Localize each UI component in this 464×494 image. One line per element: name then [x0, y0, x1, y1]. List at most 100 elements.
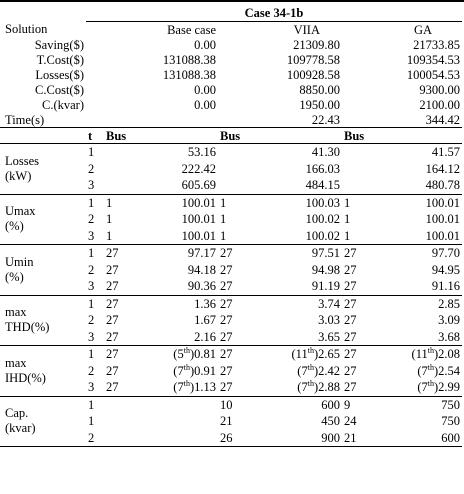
- bus: 27: [220, 347, 233, 362]
- value: (7th)2.88: [244, 379, 342, 397]
- value: 97.17: [187, 246, 216, 261]
- summary-value: 9300.00: [419, 82, 461, 97]
- bus: 1: [344, 212, 351, 227]
- row-label: C.(kvar): [42, 97, 84, 112]
- value: 450: [321, 414, 340, 429]
- value: 3.74: [318, 296, 340, 311]
- cell-part: )2.88: [313, 380, 340, 395]
- cell-part: (7: [417, 380, 428, 395]
- value: 94.98: [311, 262, 340, 277]
- summary-value: 131088.38: [162, 67, 216, 82]
- bus: 27: [106, 296, 119, 311]
- value: 41.30: [311, 145, 340, 160]
- detail-row: max THD(%) 1 27 1.36 27 3.74 27 2.85: [0, 295, 462, 346]
- value: 480.78: [370, 177, 463, 195]
- value: (7th)2.54: [370, 363, 462, 380]
- value: 600: [370, 429, 463, 447]
- value: 1.36: [194, 296, 216, 311]
- bus: 27: [106, 363, 119, 378]
- summary-value: 109778.58: [286, 52, 340, 67]
- cell-part: th: [307, 362, 314, 372]
- time-step: 1: [88, 414, 95, 429]
- bus: 27: [106, 262, 119, 277]
- bus: [218, 161, 244, 178]
- summary-value: 1950.00: [299, 97, 340, 112]
- value: 100.01: [425, 195, 461, 210]
- blank-cell: [132, 127, 218, 144]
- detail-row: 1 21 450 24 750: [0, 413, 462, 430]
- bus: 9: [344, 397, 351, 412]
- value: 3.09: [438, 313, 461, 328]
- value: 100.03: [305, 195, 340, 210]
- group-label-line: THD(%): [5, 320, 50, 335]
- bus: 27: [344, 347, 357, 362]
- summary-row: T.Cost($) 131088.38 109778.58 109354.53: [0, 52, 462, 67]
- cell-part: th: [427, 362, 434, 372]
- value: 94.18: [187, 262, 216, 277]
- group-label-line: Umin: [5, 254, 34, 269]
- cell-part: )1.13: [189, 380, 216, 395]
- group-label: max THD(%): [0, 295, 86, 346]
- bus: 27: [220, 246, 233, 261]
- value: 97.51: [311, 246, 340, 261]
- cell-part: (7: [297, 380, 308, 395]
- detail-row: 2 27 1.67 27 3.03 27 3.09: [0, 312, 462, 329]
- value: (7th)2.42: [244, 363, 342, 380]
- bus: 26: [218, 429, 244, 447]
- value: (7th)0.91: [132, 363, 218, 380]
- summary-value: 0.00: [194, 97, 216, 112]
- cell-part: th: [427, 379, 434, 389]
- bus: 27: [220, 363, 233, 378]
- value: 100.01: [181, 195, 216, 210]
- bus: 1: [106, 195, 113, 210]
- value: 3.68: [370, 328, 463, 346]
- time-step: 1: [88, 397, 95, 412]
- bus: [342, 144, 370, 161]
- row-label: Losses($): [35, 67, 84, 82]
- summary-row: Losses($) 131088.38 100928.58 100054.53: [0, 67, 462, 82]
- summary-value: 0.00: [194, 82, 216, 97]
- group-label: Umax (%): [0, 194, 86, 245]
- blank-cell: [0, 4, 86, 22]
- cell-part: )0.91: [189, 363, 216, 378]
- blank-cell: [0, 127, 86, 144]
- bus: 27: [106, 246, 119, 261]
- cell-part: th: [183, 379, 190, 389]
- bus: [342, 161, 370, 178]
- detail-row: Umin (%) 1 27 97.17 27 97.51 27 97.70: [0, 244, 462, 296]
- detail-row: 2 26 900 21 600: [0, 429, 463, 447]
- value: 222.42: [181, 161, 216, 176]
- bus: 27: [342, 278, 370, 296]
- summary-value: 0.00: [194, 37, 216, 52]
- time-step: 3: [86, 177, 104, 195]
- cell-part: )0.81: [189, 347, 216, 362]
- summary-value: 131088.38: [162, 52, 216, 67]
- bus: [104, 429, 132, 447]
- bus: [342, 177, 370, 195]
- bus: [104, 144, 132, 161]
- bus: [104, 413, 132, 430]
- value: 90.36: [132, 278, 218, 296]
- group-label-line: max: [5, 305, 27, 320]
- bus: [218, 144, 244, 161]
- time-step: 1: [88, 296, 95, 311]
- group-label-line: Cap.: [5, 406, 29, 421]
- cell-part: (11: [291, 347, 308, 362]
- detail-row: 2 27 (7th)0.91 27 (7th)2.42 27 (7th)2.54: [0, 363, 462, 380]
- row-label: C.Cost($): [35, 82, 84, 97]
- bus: 27: [342, 379, 370, 397]
- table-title: Case 34-1b: [86, 4, 463, 22]
- bus: 27: [104, 328, 132, 346]
- detail-header: Bus: [342, 127, 370, 144]
- bus: 27: [218, 278, 244, 296]
- detail-row: 3 605.69 484.15 480.78: [0, 177, 463, 195]
- detail-row: 3 27 (7th)1.13 27 (7th)2.88 27 (7th)2.99: [0, 379, 463, 397]
- time-step: 2: [88, 313, 95, 328]
- value: 100.02: [305, 212, 340, 227]
- row-label: Saving($): [34, 37, 84, 52]
- detail-row: 2 222.42 166.03 164.12: [0, 161, 462, 178]
- group-label: Losses (kW): [0, 143, 86, 195]
- time-step: 2: [88, 363, 95, 378]
- column-header: GA: [413, 22, 433, 37]
- value: (11th)2.08: [370, 346, 462, 363]
